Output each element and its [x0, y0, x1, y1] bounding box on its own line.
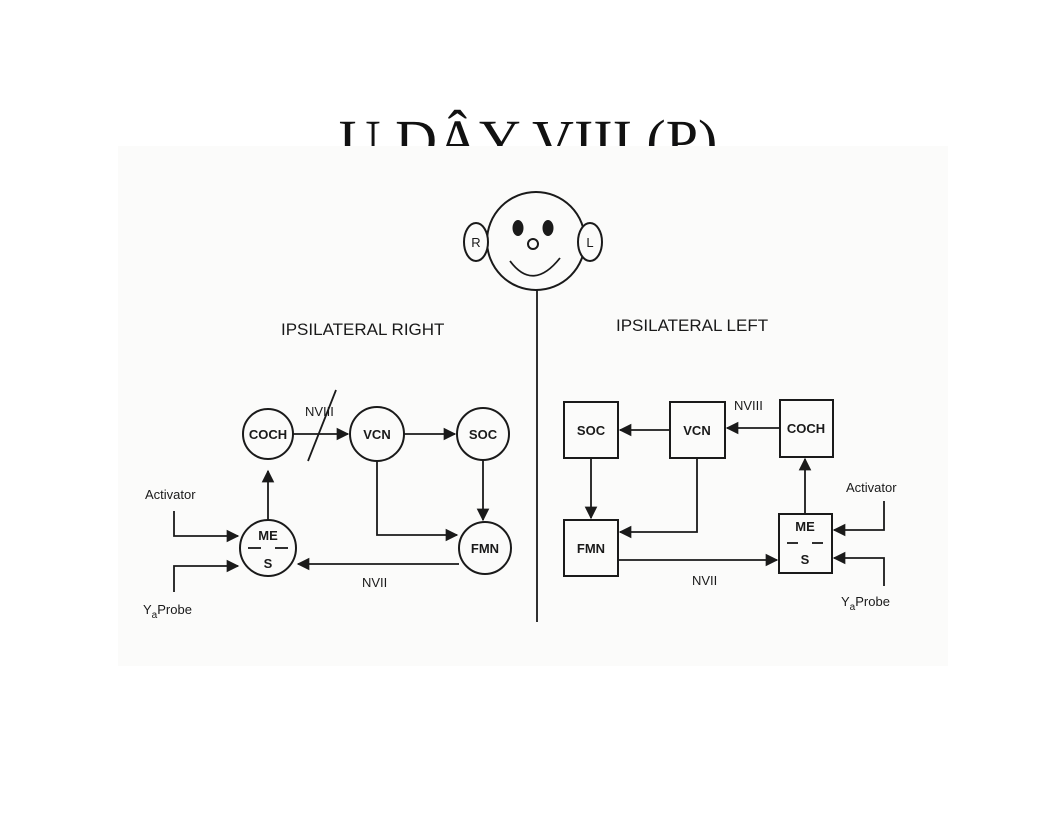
left-vcn-label: VCN — [683, 423, 710, 438]
right-ear-label: R — [471, 235, 480, 250]
left-probe-y: Y — [841, 594, 850, 609]
left-soc-node: SOC — [563, 401, 619, 459]
left-coch-label: COCH — [787, 421, 825, 436]
right-probe-subscript: a — [152, 610, 158, 621]
left-soc-label: SOC — [577, 423, 606, 438]
left-eye — [542, 220, 554, 236]
nose — [527, 238, 539, 250]
smile — [509, 257, 561, 277]
left-nvii-label: NVII — [692, 573, 717, 588]
reflex-pathway-figure: R L IPSILATERAL RIGHT COCH VCN SOC FMN M… — [118, 146, 948, 666]
right-coch-node: COCH — [242, 408, 294, 460]
left-s-label: S — [801, 552, 810, 567]
face-icon: R L — [463, 191, 603, 291]
left-vcn-to-fmn-arrow — [618, 458, 698, 539]
left-ear — [577, 222, 603, 262]
left-me-s-node: ME S — [778, 513, 833, 574]
left-fmn-node: FMN — [563, 519, 619, 577]
left-me-label: ME — [795, 519, 815, 534]
left-nviii-label: NVIII — [734, 398, 763, 413]
right-vcn-label: VCN — [363, 427, 390, 442]
right-s-label: S — [264, 556, 273, 571]
left-probe-arrow — [832, 551, 885, 586]
right-vcn-node: VCN — [349, 406, 405, 462]
right-activator-label: Activator — [145, 487, 196, 502]
right-soc-node: SOC — [456, 407, 510, 461]
right-fmn-label: FMN — [471, 541, 499, 556]
left-probe-subscript: a — [850, 602, 856, 613]
slide-title: U DÂY VIII (P) — [338, 108, 718, 150]
left-activator-arrow — [832, 501, 885, 537]
left-probe-label: YaProbe — [841, 594, 890, 613]
right-fmn-node: FMN — [458, 521, 512, 575]
ipsilateral-right-heading: IPSILATERAL RIGHT — [281, 320, 444, 339]
left-coch-node: COCH — [779, 399, 834, 458]
left-vcn-node: VCN — [669, 401, 726, 459]
right-probe-word: Probe — [157, 602, 192, 617]
right-nviii-lesion-slash — [307, 389, 337, 462]
right-soc-label: SOC — [469, 427, 498, 442]
left-ear-label: L — [586, 235, 593, 250]
right-activator-arrow — [173, 511, 240, 543]
left-activator-label: Activator — [846, 480, 897, 495]
right-probe-y: Y — [143, 602, 152, 617]
right-ear — [463, 222, 489, 262]
acoustic-reflex-diagram: R L IPSILATERAL RIGHT COCH VCN SOC FMN M… — [143, 191, 897, 622]
right-vcn-to-fmn-arrow — [376, 461, 459, 542]
right-coch-label: COCH — [249, 427, 287, 442]
right-probe-label: YaProbe — [143, 602, 192, 621]
right-nvii-label: NVII — [362, 575, 387, 590]
left-fmn-label: FMN — [577, 541, 605, 556]
left-probe-word: Probe — [855, 594, 890, 609]
right-me-s-node: ME S — [239, 519, 297, 577]
right-me-label: ME — [258, 528, 278, 543]
right-nviii-label: NVIII — [305, 404, 334, 419]
right-probe-arrow — [173, 559, 240, 592]
ipsilateral-left-heading: IPSILATERAL LEFT — [616, 316, 768, 335]
right-eye — [512, 220, 524, 236]
